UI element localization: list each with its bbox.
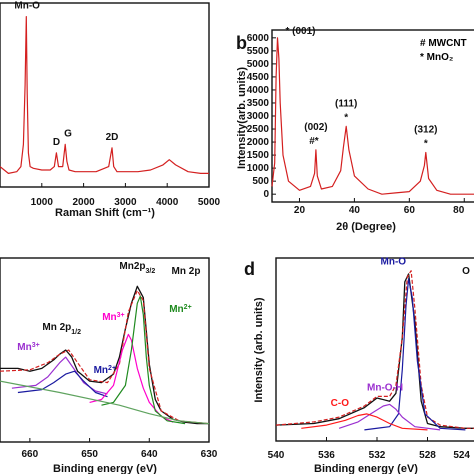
annotation-label: Mn-O	[381, 257, 407, 268]
x-tick-label: 532	[369, 450, 386, 461]
panel-a-series	[0, 16, 209, 174]
annotation-label: * (001)	[285, 26, 315, 37]
series-line-c-o	[301, 413, 428, 431]
annotation-label: #*	[309, 136, 319, 147]
panel-c-title: Mn 2p	[172, 266, 201, 277]
y-tick-label: 5500	[247, 46, 270, 57]
x-tick-label: 20	[294, 205, 306, 216]
annotation-label: Mn2+	[94, 365, 116, 377]
panel-d-annotations: Mn-O Mn-O-H C-O	[331, 257, 407, 409]
x-tick-label: 528	[419, 450, 436, 461]
series-line-raw	[0, 285, 209, 425]
y-tick-label: 500	[252, 176, 269, 187]
x-tick-label: 60	[404, 205, 416, 216]
panel-c: Mn 2p 660 650 640 630 Mn 2p1/2Mn2p3/2Mn3+Mn…	[0, 257, 218, 474]
panel-c-x-ticks: 660 650 640 630	[22, 438, 218, 460]
series-line-mn-o	[364, 278, 466, 431]
y-tick-label: 4000	[247, 85, 270, 96]
panel-letter-b: b	[236, 33, 247, 53]
x-tick-label: 640	[141, 449, 158, 460]
series-line-mn2-2p1-2-	[17, 370, 108, 398]
annotation-label: Mn2+	[169, 303, 191, 315]
panel-d: d O 540 536 532 528 524 Mn-O Mn-O-H C-O Bindin…	[244, 257, 474, 474]
panel-d-title: O	[462, 266, 470, 277]
panel-a-annotations: Mn-O DG 2D	[14, 1, 118, 148]
annotation-label: Mn-O	[14, 1, 40, 12]
y-tick-label: 4500	[247, 72, 270, 83]
panel-a-x-label: Raman Shift (cm⁻¹)	[55, 207, 155, 219]
series-line-fit	[275, 270, 474, 429]
series-line-mn2-	[101, 295, 186, 425]
y-tick-label: 3000	[247, 111, 270, 122]
x-tick-label: 5000	[198, 197, 221, 208]
x-tick-label: 3000	[114, 197, 137, 208]
series-line-b-0	[271, 37, 474, 195]
x-tick-label: 2000	[72, 197, 95, 208]
panel-c-series	[0, 285, 210, 425]
panel-b-y-label: Intensity(arb. units)	[236, 67, 248, 169]
panel-b-ticks: 20 40 60 80 0 500 1000 1500 2000 2500 3000 3500 4000…	[247, 33, 465, 216]
y-tick-label: 5000	[247, 59, 270, 70]
annotation-label: C-O	[331, 398, 350, 409]
panel-letter-d: d	[244, 259, 255, 279]
annotation-label: Mn-O-H	[367, 382, 403, 393]
annotation-label: Mn3+	[102, 311, 124, 323]
annotation-label: Mn 2p1/2	[42, 322, 81, 336]
x-tick-label: 4000	[156, 197, 179, 208]
panel-c-x-label: Binding energy (eV)	[53, 463, 157, 474]
panel-c-annotations: Mn 2p1/2 Mn2p3/2 Mn3+ Mn2+ Mn3+ Mn2+	[17, 261, 191, 376]
y-tick-label: 2000	[247, 137, 270, 148]
y-tick-label: 0	[263, 189, 269, 200]
series-line-mn-o-h	[338, 403, 441, 431]
annotation-label: G	[64, 128, 72, 139]
annotation-label: 2D	[106, 132, 119, 143]
series-line-background	[0, 380, 210, 425]
x-tick-label: 660	[22, 449, 39, 460]
annotation-label: (002)	[304, 122, 327, 133]
annotation-label: D	[53, 137, 60, 148]
x-tick-label: 524	[453, 450, 470, 461]
x-tick-label: 650	[81, 449, 98, 460]
y-tick-label: 6000	[247, 33, 270, 44]
x-tick-label: 540	[268, 450, 285, 461]
panel-b-x-label: 2θ (Degree)	[336, 221, 396, 233]
x-tick-label: 80	[453, 205, 465, 216]
x-tick-label: 630	[201, 449, 218, 460]
panel-b-legend-mno2: * MnO₂	[420, 52, 453, 63]
panel-d-x-ticks: 540 536 532 528 524	[268, 437, 470, 461]
panel-d-frame	[275, 257, 474, 442]
panel-d-y-label: Intensity (arb. units)	[253, 297, 265, 402]
series-line-mn3-	[89, 333, 174, 423]
panel-a: 1000 2000 3000 4000 5000 Mn-O DG 2D Raman Shif…	[0, 1, 221, 219]
panel-b: b 20 40 60 80 0 500 1000 1500 2000 2500 3000 3500 40…	[236, 26, 474, 233]
y-tick-label: 2500	[247, 124, 270, 135]
x-tick-label: 1000	[31, 197, 54, 208]
annotation-label: Mn2p3/2	[119, 261, 155, 275]
annotation-label: (312)	[414, 124, 437, 135]
panel-b-annotations: * (001) (002) #* (111) * (312) *	[285, 26, 437, 150]
annotation-label: Mn3+	[17, 342, 39, 354]
series-line-a-0	[0, 16, 209, 174]
panel-b-series	[271, 37, 474, 195]
series-line-fit	[0, 290, 210, 425]
panel-d-x-label: Binding energy (eV)	[314, 463, 418, 474]
panel-a-frame	[0, 2, 210, 188]
annotation-label: (111)	[335, 98, 357, 109]
series-line-raw	[275, 273, 474, 429]
annotation-label: *	[344, 112, 348, 123]
annotation-label: *	[424, 138, 428, 149]
y-tick-label: 1000	[247, 163, 270, 174]
panel-b-legend-mwcnt: # MWCNT	[420, 38, 467, 49]
y-tick-label: 3500	[247, 98, 270, 109]
panel-a-x-ticks: 1000 2000 3000 4000 5000	[31, 183, 221, 208]
panel-d-series	[275, 270, 474, 431]
x-tick-label: 536	[318, 450, 335, 461]
x-tick-label: 40	[349, 205, 361, 216]
panel-c-frame	[0, 257, 210, 443]
y-tick-label: 1500	[247, 150, 270, 161]
